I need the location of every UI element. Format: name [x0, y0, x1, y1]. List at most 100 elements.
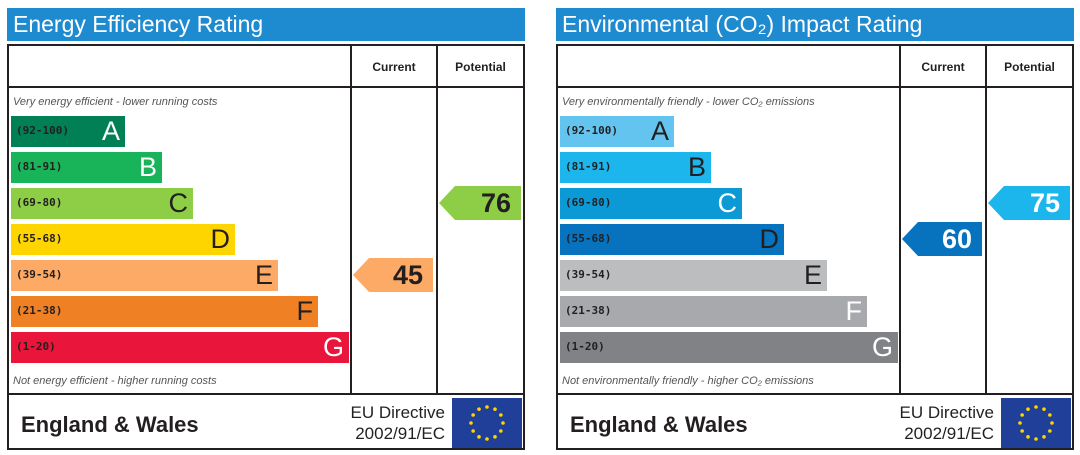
eu-star — [1042, 407, 1046, 411]
region-label: England & Wales — [21, 412, 199, 437]
band-range-label: (55-68) — [16, 232, 63, 245]
band-range-label: (69-80) — [565, 196, 612, 209]
directive-line: EU Directive — [899, 403, 994, 422]
current-rating-arrow-shape — [902, 222, 982, 256]
band-letter: C — [168, 188, 189, 218]
bottom-note: Not environmentally friendly - higher CO… — [562, 375, 814, 387]
region-label: England & Wales — [570, 412, 748, 437]
band-letter: F — [845, 296, 863, 326]
band-range-label: (81-91) — [16, 160, 63, 173]
eu-star — [493, 435, 497, 439]
potential-rating-arrow-shape — [439, 186, 521, 220]
band-letter: B — [138, 152, 157, 182]
current-column-header: Current — [921, 60, 965, 74]
eu-star — [1026, 435, 1030, 439]
eu-star — [469, 421, 473, 425]
rating-band-d: (55-68) D — [560, 224, 784, 255]
rating-band-f: (21-38) F — [11, 296, 318, 327]
eu-flag-icon — [1001, 398, 1071, 448]
footer-divider — [558, 393, 1072, 395]
rating-band-f: (21-38) F — [560, 296, 867, 327]
current-rating-arrow-value: 60 — [941, 224, 972, 254]
band-range-label: (1-20) — [16, 340, 56, 353]
energy-efficiency-panel: Energy Efficiency Rating Current Potenti… — [7, 8, 525, 450]
current-rating-arrow-shape — [353, 258, 433, 292]
eu-star — [499, 429, 503, 433]
environmental-impact-panel: Environmental (CO₂) Impact Rating Curren… — [556, 8, 1074, 450]
footer-divider — [9, 393, 523, 395]
eu-star — [471, 413, 475, 417]
band-range-label: (21-38) — [565, 304, 612, 317]
column-divider — [350, 46, 352, 395]
current-column-header: Current — [372, 60, 416, 74]
band-letter: G — [322, 332, 344, 362]
eu-directive: EU Directive 2002/91/EC — [878, 402, 994, 444]
eu-star — [1020, 413, 1024, 417]
header-divider — [558, 86, 1072, 88]
band-letter: B — [687, 152, 706, 182]
rating-table: Current Potential Very energy efficient … — [7, 44, 525, 450]
eu-star — [1050, 421, 1054, 425]
directive-line: 2002/91/EC — [904, 424, 994, 443]
column-divider — [436, 46, 438, 395]
eu-star — [1034, 437, 1038, 441]
rating-band-b: (81-91) B — [11, 152, 162, 183]
eu-star — [1020, 429, 1024, 433]
rating-band-a: (92-100) A — [560, 116, 674, 147]
potential-rating-arrow: 75 — [988, 186, 1070, 220]
top-note: Very environmentally friendly - lower CO… — [562, 96, 815, 108]
eu-star — [1034, 405, 1038, 409]
eu-star — [501, 421, 505, 425]
rating-band-e: (39-54) E — [11, 260, 278, 291]
band-range-label: (1-20) — [565, 340, 605, 353]
directive-line: EU Directive — [350, 403, 445, 422]
band-letter: A — [650, 116, 669, 146]
eu-star — [499, 413, 503, 417]
rating-band-d: (55-68) D — [11, 224, 235, 255]
column-divider — [985, 46, 987, 395]
eu-star — [471, 429, 475, 433]
eu-star — [485, 405, 489, 409]
bottom-note: Not energy efficient - higher running co… — [13, 375, 217, 387]
rating-band-g: (1-20) G — [560, 332, 898, 363]
eu-star — [1042, 435, 1046, 439]
band-letter: F — [296, 296, 314, 326]
band-letter: E — [254, 260, 273, 290]
rating-band-g: (1-20) G — [11, 332, 349, 363]
band-letter: E — [803, 260, 822, 290]
eu-star — [477, 435, 481, 439]
rating-band-b: (81-91) B — [560, 152, 711, 183]
eu-star — [1048, 413, 1052, 417]
eu-star — [1048, 429, 1052, 433]
band-letter: C — [717, 188, 738, 218]
band-letter: A — [101, 116, 120, 146]
column-divider — [899, 46, 901, 395]
rating-band-a: (92-100) A — [11, 116, 125, 147]
band-range-label: (81-91) — [565, 160, 612, 173]
potential-rating-arrow: 76 — [439, 186, 521, 220]
band-range-label: (69-80) — [16, 196, 63, 209]
rating-table: Current Potential Very environmentally f… — [556, 44, 1074, 450]
band-letter: D — [759, 224, 780, 254]
eu-star — [493, 407, 497, 411]
band-range-label: (92-100) — [16, 124, 69, 137]
potential-rating-arrow-shape — [988, 186, 1070, 220]
rating-band-c: (69-80) C — [11, 188, 193, 219]
potential-column-header: Potential — [1004, 60, 1055, 74]
rating-band-e: (39-54) E — [560, 260, 827, 291]
rating-band-c: (69-80) C — [560, 188, 742, 219]
band-letter: D — [210, 224, 231, 254]
potential-rating-arrow-value: 75 — [1029, 188, 1060, 218]
band-range-label: (39-54) — [16, 268, 63, 281]
potential-column-header: Potential — [455, 60, 506, 74]
band-range-label: (55-68) — [565, 232, 612, 245]
eu-star — [1018, 421, 1022, 425]
current-rating-arrow: 60 — [902, 222, 982, 256]
current-rating-arrow-value: 45 — [392, 260, 423, 290]
band-range-label: (39-54) — [565, 268, 612, 281]
directive-line: 2002/91/EC — [355, 424, 445, 443]
panel-title: Environmental (CO₂) Impact Rating — [556, 8, 1074, 41]
panel-title: Energy Efficiency Rating — [7, 8, 525, 41]
potential-rating-arrow-value: 76 — [480, 188, 511, 218]
eu-star — [477, 407, 481, 411]
